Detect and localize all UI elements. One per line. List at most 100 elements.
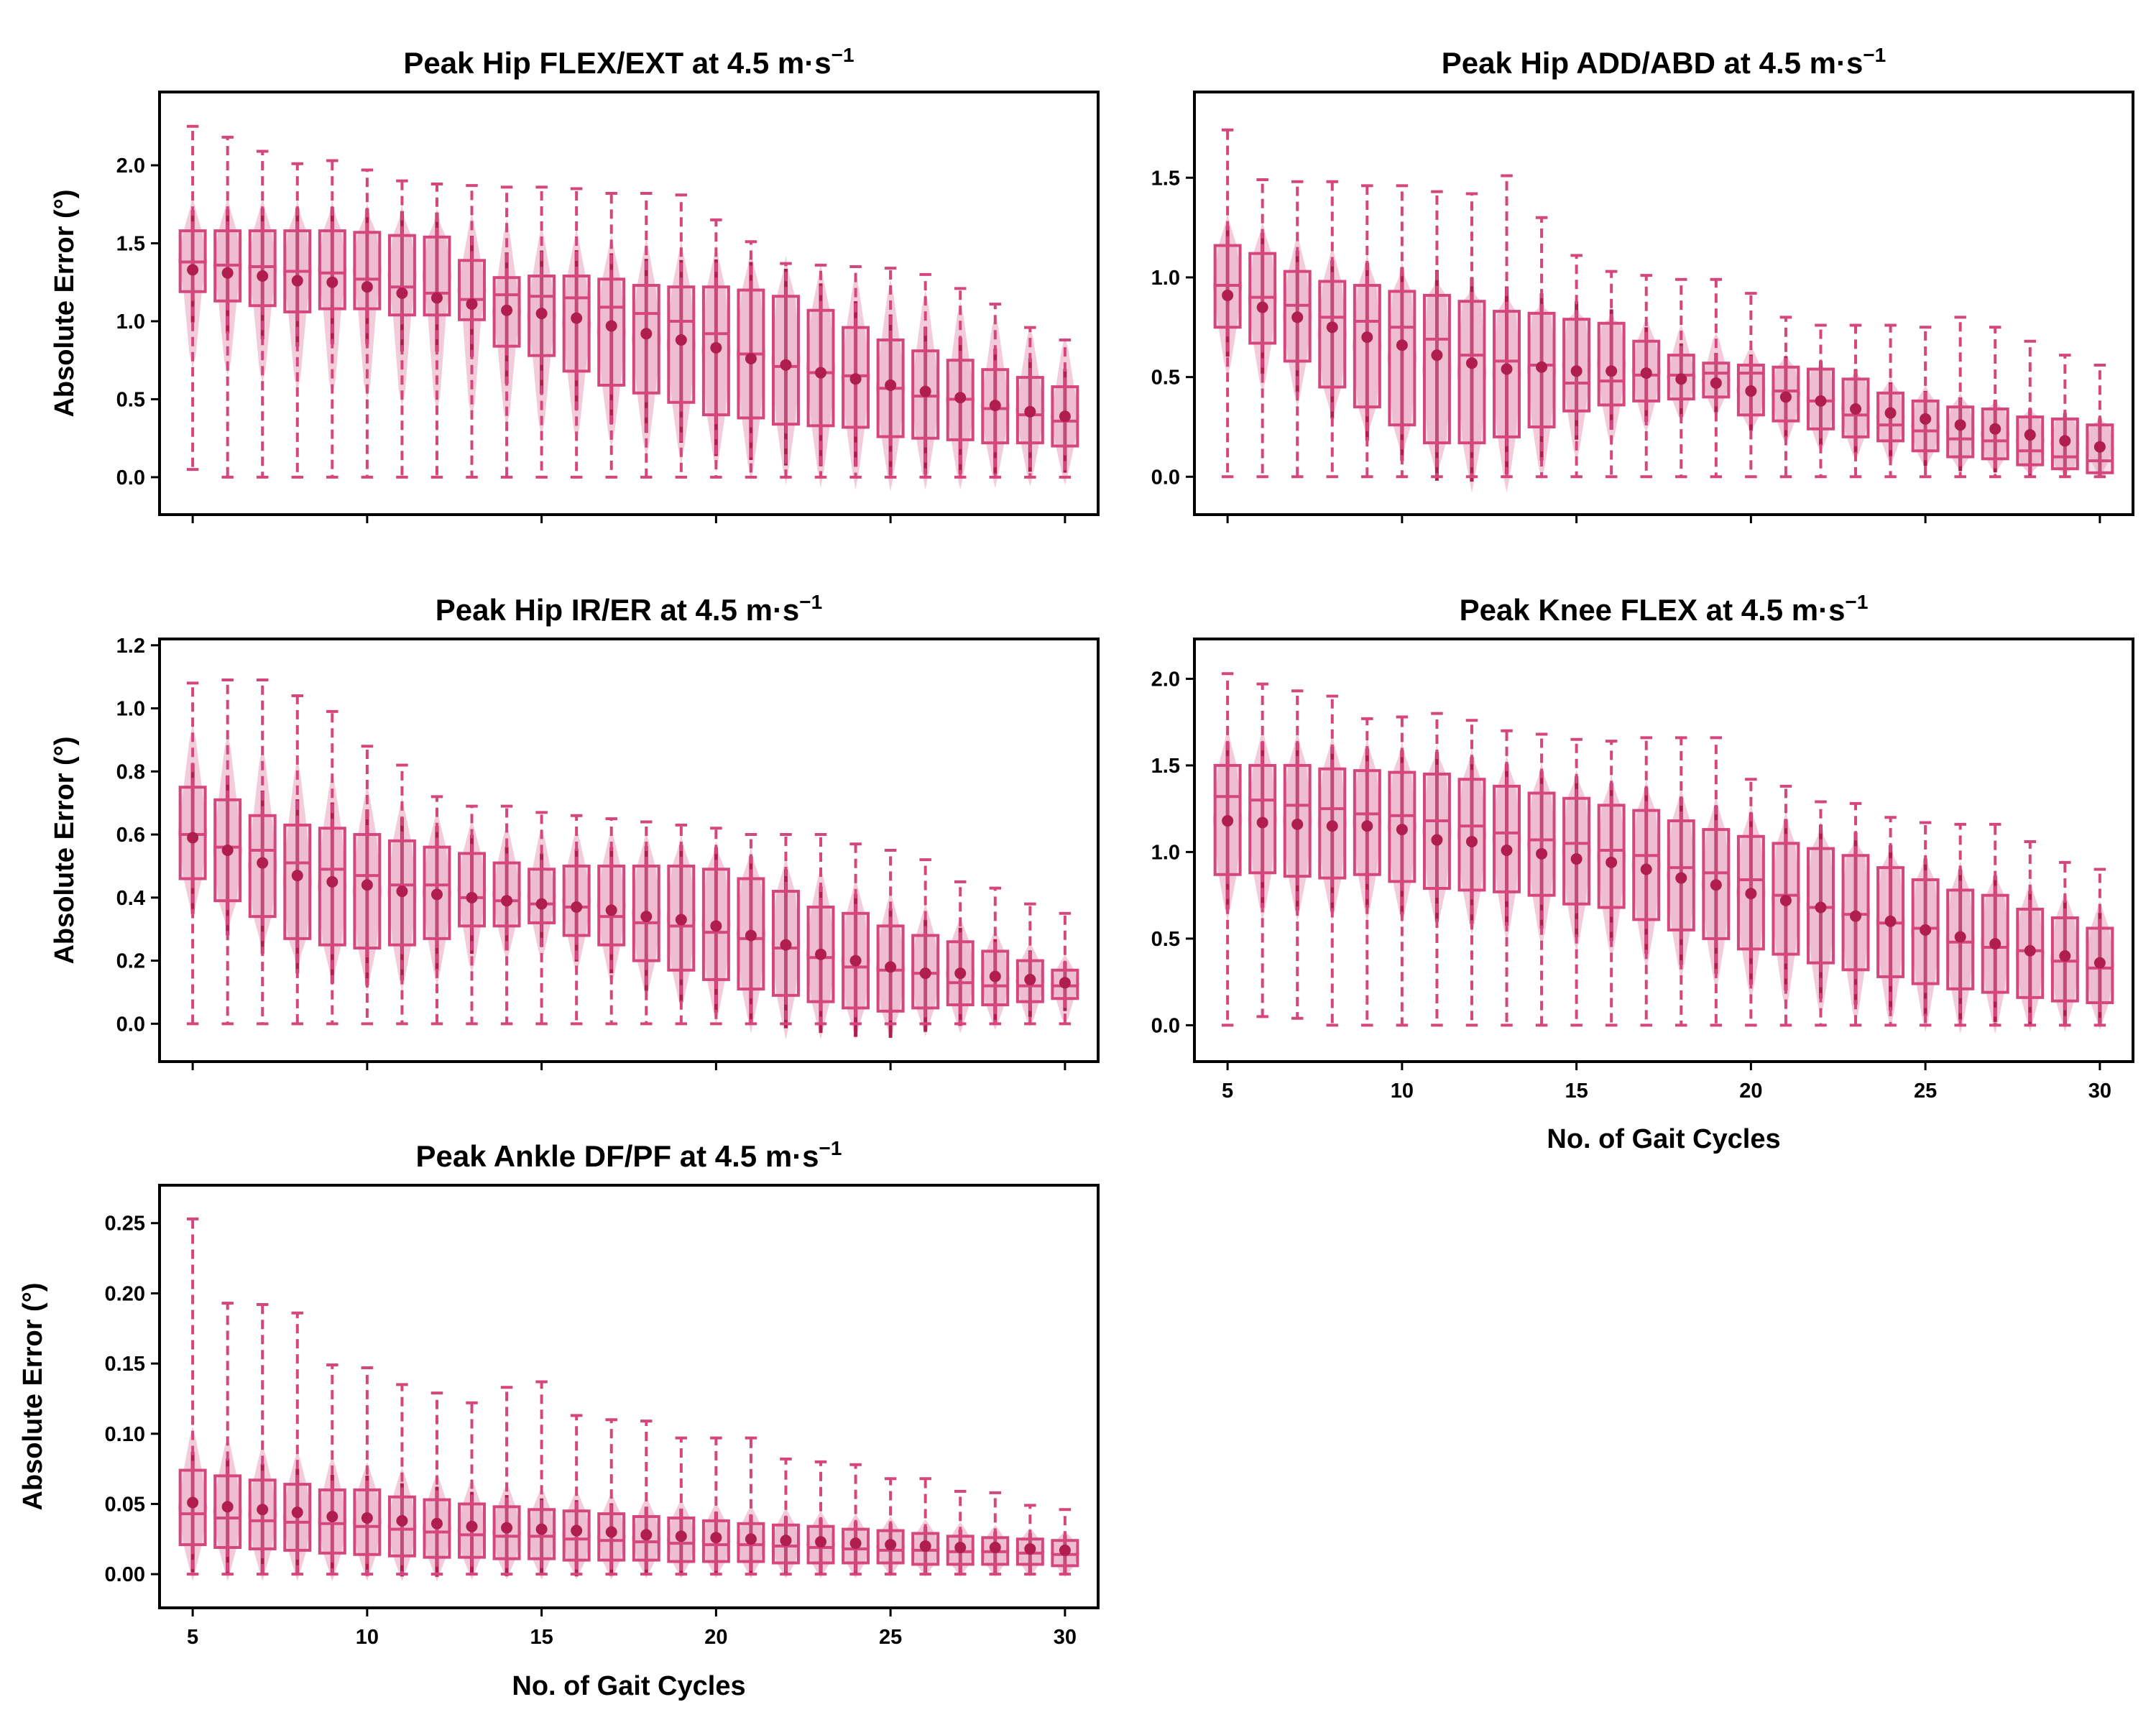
mean-point [815, 367, 827, 379]
box [597, 277, 626, 387]
mean-point [745, 353, 757, 365]
mean-point [1779, 391, 1792, 403]
mean-point [1850, 403, 1862, 415]
mean-point [1024, 1542, 1036, 1555]
mean-point [605, 904, 617, 916]
mean-point [640, 1529, 653, 1541]
mean-point [1465, 357, 1478, 369]
mean-point [989, 400, 1001, 412]
box [2016, 415, 2045, 466]
mean-point [1710, 377, 1722, 389]
mean-point [605, 320, 617, 332]
mean-point [675, 1530, 687, 1542]
box [1318, 280, 1347, 389]
box [492, 861, 521, 928]
mean-point [221, 267, 234, 279]
mean-point [257, 270, 269, 282]
y-tick-label: 0.20 [105, 1282, 145, 1305]
x-tick-label: 10 [356, 1626, 379, 1649]
mean-point [535, 898, 548, 910]
mean-point [361, 1512, 373, 1524]
mean-point [849, 1537, 862, 1550]
axes-frame [158, 638, 1100, 1063]
mean-point [187, 1496, 199, 1509]
mean-point [2024, 429, 2036, 441]
y-tick-label: 2.0 [116, 155, 145, 178]
y-tick-label: 2.0 [1151, 668, 1180, 691]
mean-point [1431, 349, 1443, 362]
x-tick-label: 5 [1222, 1080, 1233, 1103]
mean-point [1431, 834, 1443, 846]
mean-point [1222, 289, 1234, 301]
box [353, 231, 382, 310]
mean-point [640, 911, 653, 923]
mean-point [780, 939, 792, 951]
mean-point [571, 312, 583, 324]
mean-point [501, 304, 513, 316]
mean-point [291, 1506, 303, 1519]
mean-point [675, 334, 687, 346]
panel-knee-flex: Peak Knee FLEX at 4.5 m·s−1 No. of Gait … [1151, 591, 2134, 1154]
box [1597, 804, 1626, 909]
mean-point [1675, 373, 1687, 385]
mean-point [501, 895, 513, 907]
y-tick-label: 0.5 [1151, 367, 1180, 390]
y-tick-label: 0.4 [116, 887, 145, 910]
mean-point [257, 1504, 269, 1516]
box [1562, 796, 1591, 906]
mean-point [430, 1517, 443, 1530]
box [1493, 784, 1521, 893]
mean-point [1745, 888, 1757, 900]
mean-point [257, 857, 269, 869]
mean-point [361, 281, 373, 293]
mean-point [571, 1524, 583, 1537]
mean-point [1920, 924, 1932, 936]
mean-point [361, 879, 373, 891]
y-tick-label: 1.0 [1151, 267, 1180, 290]
y-tick-label: 0.15 [105, 1353, 145, 1376]
y-tick-label: 1.5 [1151, 167, 1180, 190]
y-tick-label: 0.10 [105, 1423, 145, 1446]
mean-point [1465, 835, 1478, 847]
panel-title: Peak Hip ADD/ABD at 4.5 m·s−1 [1442, 44, 1886, 80]
y-tick-label: 0.8 [116, 760, 145, 783]
box [458, 259, 487, 321]
mean-point [710, 920, 722, 932]
mean-point [815, 1536, 827, 1548]
y-tick-label: 1.0 [1151, 841, 1180, 864]
x-tick-label: 15 [530, 1626, 553, 1649]
x-tick-label: 5 [187, 1626, 198, 1649]
mean-point [1291, 311, 1304, 323]
mean-point [1954, 419, 1966, 431]
y-axis-label: Absolute Error (°) [50, 736, 80, 964]
mean-point [1884, 407, 1897, 419]
mean-point [710, 1532, 722, 1544]
x-tick-label: 20 [704, 1626, 727, 1649]
mean-point [1640, 367, 1652, 380]
mean-point [954, 392, 967, 404]
panel-title: Peak Hip FLEX/EXT at 4.5 m·s−1 [403, 44, 854, 80]
mean-point [1326, 321, 1338, 334]
mean-point [2024, 944, 2036, 957]
mean-point [1606, 856, 1618, 868]
x-tick-label: 30 [2088, 1080, 2111, 1103]
mean-point [1024, 405, 1036, 418]
mean-point [1884, 915, 1897, 927]
mean-point [1536, 847, 1548, 860]
box [1388, 290, 1416, 427]
panel-hip-flex-ext: Peak Hip FLEX/EXT at 4.5 m·s−1 Absolute … [50, 44, 1100, 523]
mean-point [1989, 938, 2001, 950]
box [1493, 310, 1521, 438]
y-tick-label: 0.0 [116, 1013, 145, 1036]
box [1283, 763, 1312, 878]
box [562, 864, 591, 937]
mean-point [221, 845, 234, 856]
panel-title: Peak Hip IR/ER at 4.5 m·s−1 [436, 591, 822, 627]
mean-point [466, 1520, 478, 1532]
box [1422, 772, 1451, 891]
x-axis-label: No. of Gait Cycles [1547, 1124, 1780, 1154]
mean-point [187, 264, 199, 276]
mean-point [535, 1523, 548, 1535]
box [1562, 318, 1591, 413]
x-tick-label: 20 [1739, 1080, 1762, 1103]
